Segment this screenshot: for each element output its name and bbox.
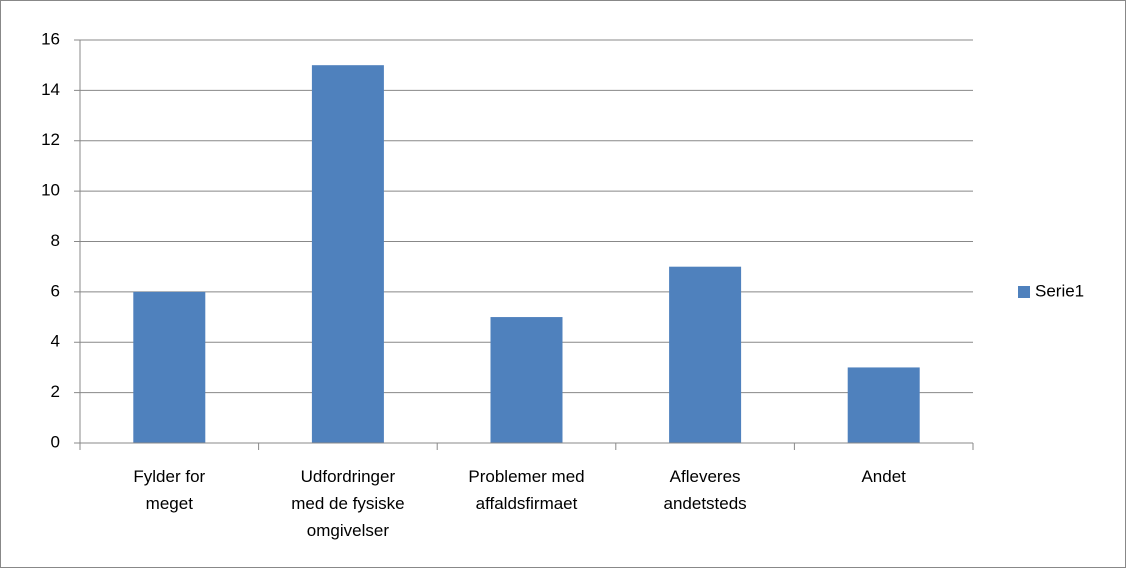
bar — [669, 266, 742, 443]
y-tick-label: 4 — [51, 332, 60, 351]
x-tick-label: Andet — [861, 467, 906, 486]
x-tick-label: Problemer med affaldsfirmaet — [468, 467, 584, 513]
bar — [847, 367, 920, 443]
bar — [133, 291, 206, 443]
y-tick-label: 8 — [51, 231, 60, 250]
x-tick-label: Afleveres andetsteds — [664, 467, 747, 513]
bar — [490, 317, 563, 443]
y-tick-label: 10 — [41, 181, 60, 200]
y-tick-label: 14 — [41, 80, 60, 99]
bar — [311, 65, 384, 443]
y-tick-label: 16 — [41, 29, 60, 48]
x-tick-label: Udfordringer med de fysiske omgivelser — [291, 467, 404, 540]
legend-label: Serie1 — [1035, 281, 1084, 300]
y-tick-label: 6 — [51, 281, 60, 300]
x-tick-label: Fylder for meget — [133, 467, 205, 513]
y-tick-label: 0 — [51, 432, 60, 451]
legend-swatch — [1018, 286, 1030, 298]
y-tick-label: 12 — [41, 130, 60, 149]
y-tick-label: 2 — [51, 382, 60, 401]
